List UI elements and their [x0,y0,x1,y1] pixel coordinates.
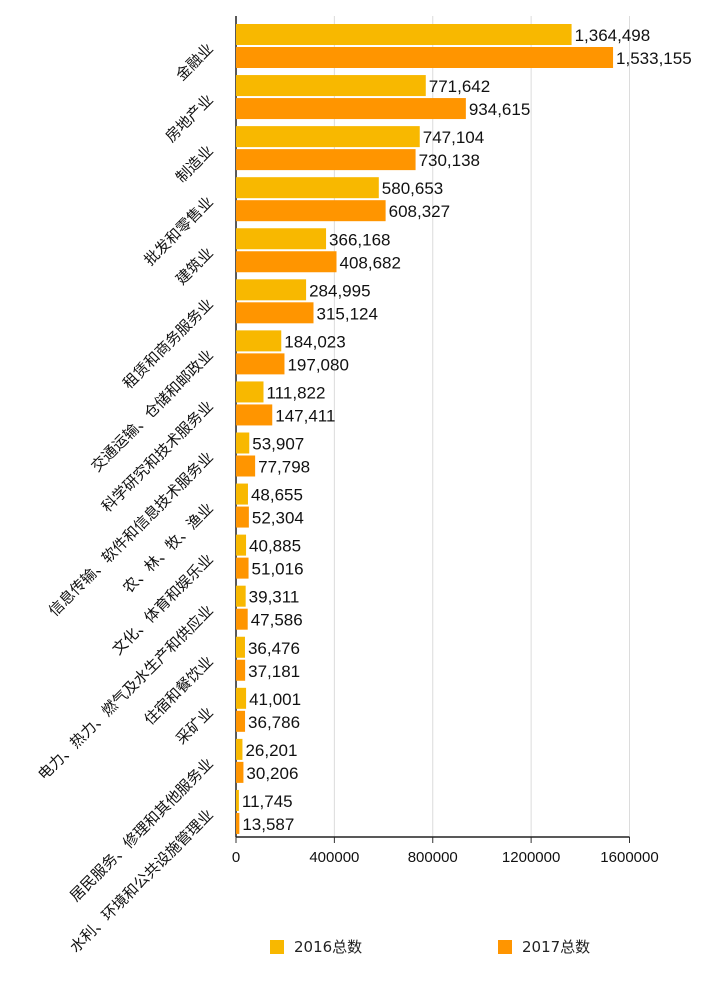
bar-2017 [236,506,249,528]
bar-2016 [236,279,307,301]
bar-value-label: 608,327 [389,202,450,221]
bar-2016 [236,432,250,454]
bar-value-label: 1,364,498 [575,26,651,45]
category-label: 金融业 [172,40,217,85]
bar-2017 [236,47,614,68]
bar-value-label: 51,016 [252,560,304,579]
bar-2016 [236,534,247,556]
bar-2016 [236,483,248,505]
bar-2016 [236,24,572,45]
bar-value-label: 37,181 [248,662,300,681]
bar-2017 [236,557,249,579]
bar-2016 [236,126,420,148]
bar-2016 [236,75,426,97]
bar-value-label: 47,586 [251,611,303,630]
legend-item-2017: 2017总数 [498,936,590,957]
bar-2017 [236,200,386,222]
bar-value-label: 48,655 [251,486,303,505]
bar-value-label: 366,168 [329,230,390,249]
category-label: 建筑业 [172,244,217,289]
legend-swatch-2017 [498,939,512,954]
bar-2016 [236,789,239,811]
bar-value-label: 197,080 [287,355,348,374]
bar-2016 [236,636,245,658]
bar-2017 [236,149,416,171]
bar-2017 [236,251,337,273]
bar-value-label: 39,311 [249,588,300,607]
bar-value-label: 315,124 [317,304,378,323]
bar-value-label: 934,615 [469,100,530,119]
x-tick-label: 400000 [309,849,359,866]
bar-value-label: 36,476 [248,639,300,658]
bar-value-label: 730,138 [419,151,480,170]
x-tick-label: 1200000 [502,849,560,866]
bar-2016 [236,177,379,199]
bar-2016 [236,330,282,352]
bar-value-label: 408,682 [340,253,401,272]
bar-value-label: 30,206 [246,764,298,783]
bar-2017 [236,659,246,681]
bar-2017 [236,761,244,783]
bar-2017 [236,812,240,834]
bar-value-label: 36,786 [248,713,300,732]
x-tick-label: 800000 [408,849,458,866]
x-tick-label: 1600000 [600,849,658,866]
x-tick-label: 0 [232,849,240,866]
legend-label-2017: 2017总数 [522,938,591,956]
bar-2016 [236,687,247,709]
bar-value-label: 771,642 [429,77,490,96]
legend-label-2016: 2016总数 [294,938,363,956]
bar-2017 [236,710,246,732]
legend-item-2016: 2016总数 [270,936,362,957]
category-label: 制造业 [172,142,217,187]
bar-value-label: 13,587 [242,815,294,834]
bar-value-label: 53,907 [252,435,304,454]
bar-2017 [236,302,314,324]
bar-value-label: 41,001 [249,690,301,709]
bar-value-label: 40,885 [249,537,301,556]
category-label: 租赁和商务服务业 [119,295,217,393]
bar-2016 [236,228,327,250]
bar-2017 [236,404,273,426]
bar-value-label: 26,201 [245,741,297,760]
category-label: 采矿业 [172,703,217,748]
bar-value-label: 284,995 [309,281,370,300]
bar-value-label: 77,798 [258,458,310,477]
bar-2016 [236,738,243,760]
bar-value-label: 1,533,155 [616,49,692,68]
category-label: 房地产业 [162,91,217,146]
legend-swatch-2016 [270,939,284,954]
bar-2017 [236,455,256,477]
bar-value-label: 147,411 [275,406,335,425]
bar-2017 [236,98,466,120]
bar-2017 [236,608,248,630]
bar-2016 [236,381,264,403]
bar-value-label: 747,104 [423,128,484,147]
bar-2017 [236,353,285,375]
bar-value-label: 11,745 [242,792,293,811]
bar-value-label: 184,023 [284,332,345,351]
bar-value-label: 580,653 [382,179,443,198]
category-label: 农、林、牧、渔业 [119,499,217,597]
bar-value-label: 111,822 [267,383,326,402]
bar-value-label: 52,304 [252,509,304,528]
bar-2016 [236,585,246,607]
